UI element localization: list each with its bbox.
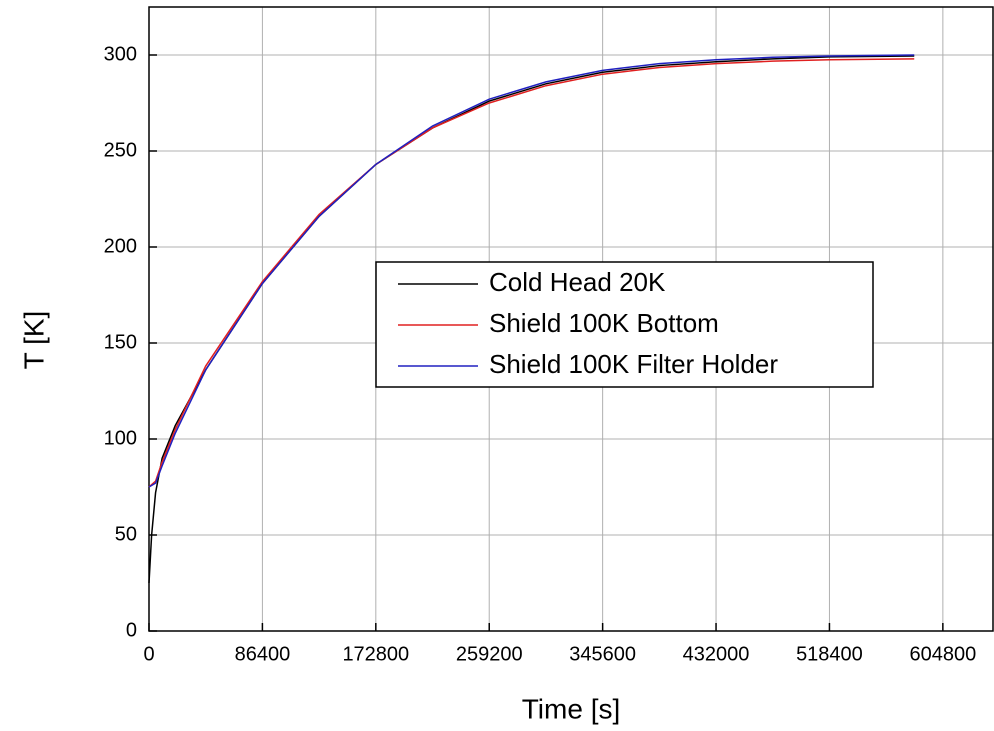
x-tick-label: 259200	[456, 643, 523, 665]
legend-label: Cold Head 20K	[489, 267, 666, 297]
y-tick-label: 50	[115, 523, 137, 545]
data-line	[148, 58, 915, 488]
y-tick-label: 300	[104, 43, 137, 65]
x-tick-label: 0	[143, 643, 154, 665]
y-tick-label: 0	[126, 619, 137, 641]
y-tick-label: 100	[104, 427, 137, 449]
x-tick-label: 432000	[683, 643, 750, 665]
legend-label: Shield 100K Filter Holder	[489, 349, 778, 379]
x-tick-label: 345600	[569, 643, 636, 665]
data-line	[148, 54, 915, 488]
y-axis-label: T [K]	[18, 311, 49, 370]
x-tick-label: 518400	[796, 643, 863, 665]
x-tick-label: 86400	[235, 643, 291, 665]
y-tick-label: 150	[104, 331, 137, 353]
y-tick-label: 250	[104, 139, 137, 161]
x-axis-label: Time [s]	[522, 693, 621, 724]
legend: Cold Head 20K Shield 100K Bottom Shield 10…	[375, 261, 874, 388]
x-tick-label: 604800	[909, 643, 976, 665]
plot-frame	[148, 6, 994, 632]
y-tick-label: 200	[104, 235, 137, 257]
legend-label: Shield 100K Bottom	[489, 308, 719, 338]
x-tick-label: 172800	[342, 643, 409, 665]
